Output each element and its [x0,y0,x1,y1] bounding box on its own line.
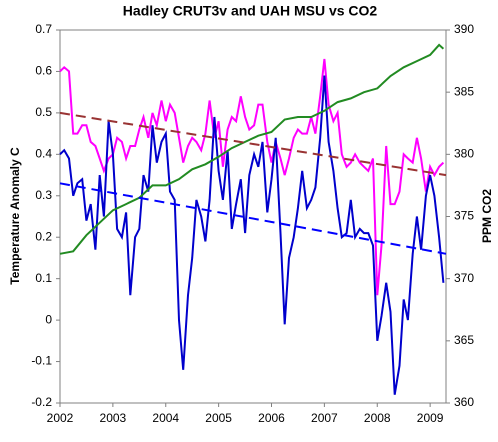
series-line [59,58,445,296]
x-tick-label: 2005 [205,411,232,425]
trend-line [59,182,447,255]
y-tick-label: 0.5 [35,105,52,119]
y-tick-label: 0.1 [35,271,52,285]
y-tick-label: -0.2 [31,395,52,409]
y-axis-title: Temperature Anomaly C [8,147,22,285]
trend-line [59,111,447,177]
y2-axis-title: PPM CO2 [480,189,494,243]
y-tick-label: 0 [45,312,52,326]
y-tick-label: 0.4 [35,147,52,161]
plot-area [59,29,447,404]
x-tick-label: 2008 [364,411,391,425]
y-tick-label: 0.2 [35,229,52,243]
y-tick-label: 0.3 [35,188,52,202]
y2-tick-label: 360 [454,395,474,409]
x-tick-label: 2006 [258,411,285,425]
y2-tick-label: 390 [454,22,474,36]
chart-title: Hadley CRUT3v and UAH MSU vs CO2 [123,3,378,19]
y2-tick-label: 370 [454,271,474,285]
y2-tick-label: 365 [454,333,474,347]
y2-tick-label: 375 [454,209,474,223]
y-tick-label: 0.6 [35,64,52,78]
y2-tick-label: 385 [454,84,474,98]
series-line [59,43,445,255]
x-tick-label: 2003 [100,411,127,425]
series-line [59,75,445,395]
y2-tick-label: 380 [454,147,474,161]
y-tick-label: 0.7 [35,22,52,36]
x-tick-label: 2009 [417,411,444,425]
x-tick-label: 2002 [47,411,74,425]
x-tick-label: 2007 [311,411,338,425]
y-tick-label: -0.1 [31,354,52,368]
x-tick-label: 2004 [152,411,179,425]
